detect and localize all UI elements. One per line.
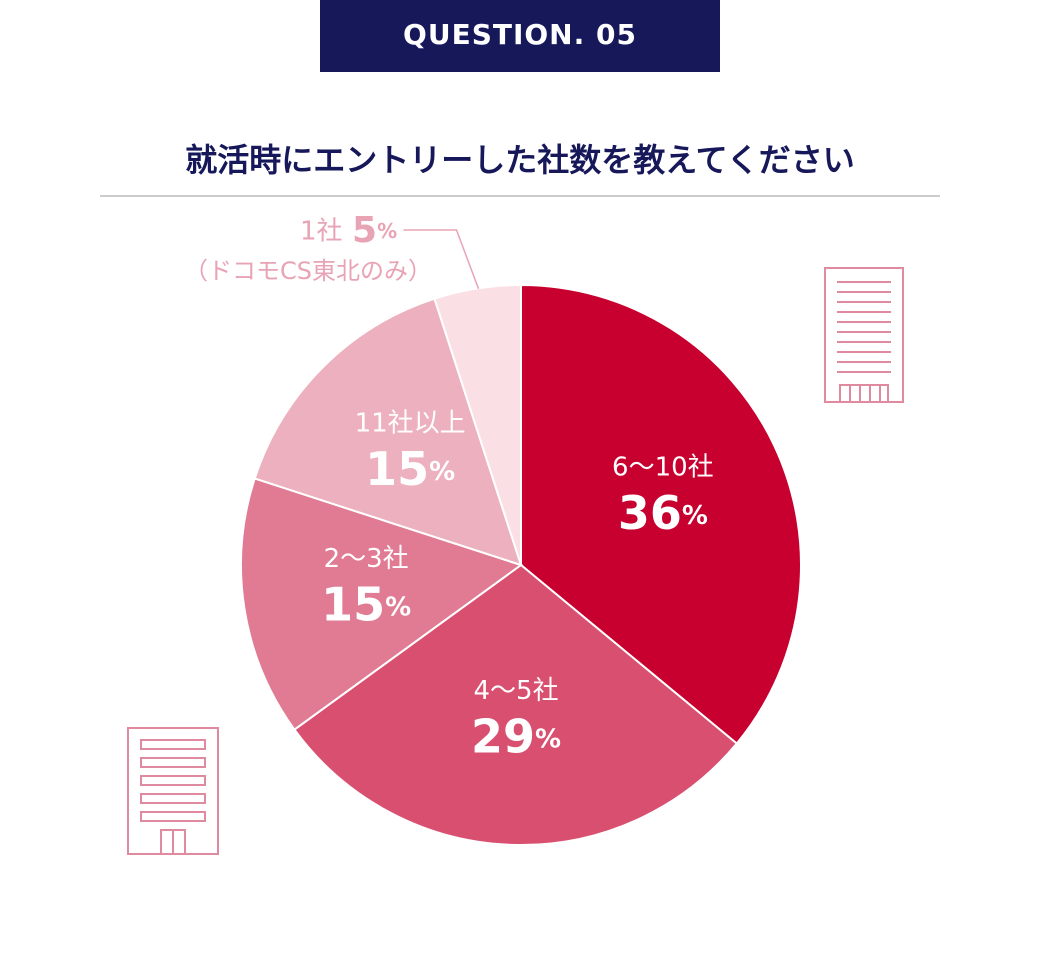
value-label: 15% xyxy=(321,577,411,631)
building-icon xyxy=(127,727,219,855)
leader-line xyxy=(403,229,480,290)
chart-title: 就活時にエントリーした社数を教えてください xyxy=(185,141,854,179)
pie-slice xyxy=(253,297,523,567)
pie xyxy=(240,229,802,846)
pie-slice xyxy=(520,283,802,745)
badge: QUESTION. 05 xyxy=(403,18,637,51)
slice-label: 4〜5社 xyxy=(474,676,559,706)
pie-slice xyxy=(240,477,524,731)
pie-slice xyxy=(293,563,739,846)
pie-slice xyxy=(433,283,522,566)
slice-label: 6〜10社 xyxy=(612,453,714,483)
slice-label: 11社以上 xyxy=(355,409,466,439)
slice-label: 2〜3社 xyxy=(324,544,409,574)
slice-label: 1社 xyxy=(300,217,343,247)
value-label: 5% xyxy=(352,210,397,251)
value-label: 15% xyxy=(365,442,455,496)
building-icon xyxy=(824,267,904,403)
badge-box xyxy=(320,0,720,72)
value-label: 36% xyxy=(618,486,708,540)
value-label: 29% xyxy=(471,709,561,763)
annotation: （ドコモCS東北のみ） xyxy=(184,257,432,285)
